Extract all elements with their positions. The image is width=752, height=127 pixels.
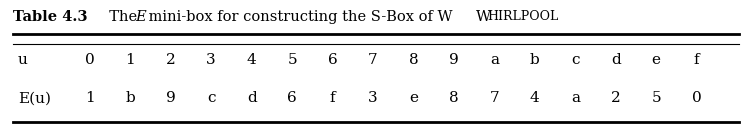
Text: c: c bbox=[207, 91, 215, 105]
Text: HIRLPOOL: HIRLPOOL bbox=[487, 10, 558, 23]
Text: f: f bbox=[694, 53, 699, 67]
Text: b: b bbox=[126, 91, 135, 105]
Text: a: a bbox=[490, 53, 499, 67]
Text: 9: 9 bbox=[449, 53, 459, 67]
Text: b: b bbox=[530, 53, 540, 67]
Text: 4: 4 bbox=[530, 91, 540, 105]
Text: 3: 3 bbox=[206, 53, 216, 67]
Text: E(u): E(u) bbox=[18, 91, 51, 105]
Text: 6: 6 bbox=[328, 53, 338, 67]
Text: 3: 3 bbox=[368, 91, 378, 105]
Text: d: d bbox=[247, 91, 256, 105]
Text: a: a bbox=[571, 91, 580, 105]
Text: W: W bbox=[477, 10, 491, 24]
Text: e: e bbox=[409, 91, 418, 105]
Text: 2: 2 bbox=[166, 53, 175, 67]
Text: f: f bbox=[329, 91, 335, 105]
Text: E: E bbox=[135, 10, 145, 24]
Text: 9: 9 bbox=[166, 91, 175, 105]
Text: Table 4.3: Table 4.3 bbox=[13, 10, 87, 24]
Text: 1: 1 bbox=[85, 91, 95, 105]
Text: d: d bbox=[611, 53, 620, 67]
Text: 6: 6 bbox=[287, 91, 297, 105]
Text: u: u bbox=[18, 53, 28, 67]
Text: 1: 1 bbox=[126, 53, 135, 67]
Text: mini-box for constructing the S-Box of W: mini-box for constructing the S-Box of W bbox=[144, 10, 453, 24]
Text: 8: 8 bbox=[408, 53, 418, 67]
Text: 4: 4 bbox=[247, 53, 256, 67]
Text: 7: 7 bbox=[368, 53, 378, 67]
Text: 0: 0 bbox=[85, 53, 95, 67]
Text: 8: 8 bbox=[449, 91, 459, 105]
Text: 7: 7 bbox=[490, 91, 499, 105]
Text: 5: 5 bbox=[651, 91, 661, 105]
Text: 0: 0 bbox=[692, 91, 702, 105]
Text: The: The bbox=[100, 10, 142, 24]
Text: 5: 5 bbox=[287, 53, 297, 67]
Text: c: c bbox=[571, 53, 580, 67]
Text: 2: 2 bbox=[611, 91, 620, 105]
Text: e: e bbox=[652, 53, 661, 67]
